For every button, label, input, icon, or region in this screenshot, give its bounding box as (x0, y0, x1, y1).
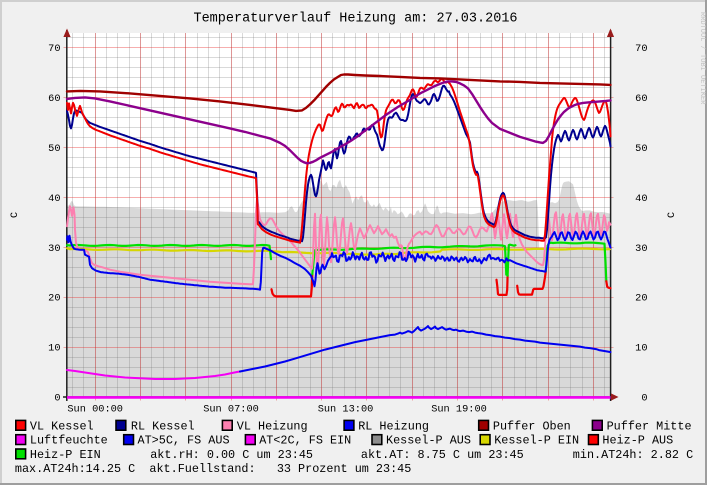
svg-text:10: 10 (48, 343, 60, 355)
svg-text:0: 0 (641, 393, 647, 405)
svg-text:min.AT24h: 2.82 C: min.AT24h: 2.82 C (573, 448, 693, 462)
svg-text:30: 30 (635, 243, 647, 255)
svg-text:10: 10 (635, 343, 647, 355)
svg-text:70: 70 (48, 43, 60, 55)
svg-text:Luftfeuchte: Luftfeuchte (30, 434, 108, 448)
svg-text:40: 40 (48, 193, 60, 205)
svg-text:30: 30 (48, 243, 60, 255)
svg-text:VL Kessel: VL Kessel (30, 419, 94, 433)
svg-text:akt.AT: 8.75 C um 23:45: akt.AT: 8.75 C um 23:45 (361, 448, 524, 462)
svg-text:20: 20 (48, 293, 60, 305)
svg-text:Heiz-P EIN: Heiz-P EIN (30, 448, 101, 462)
svg-text:Temperaturverlauf Heizung am:: Temperaturverlauf Heizung am: 27.03.2016 (193, 12, 517, 27)
svg-text:RL Heizung: RL Heizung (358, 419, 429, 433)
svg-text:20: 20 (635, 293, 647, 305)
svg-text:Heiz-P AUS: Heiz-P AUS (602, 434, 673, 448)
svg-text:Sun 07:00: Sun 07:00 (203, 403, 259, 415)
svg-text:Sun 19:00: Sun 19:00 (431, 403, 487, 415)
svg-text:RL Kessel: RL Kessel (131, 419, 195, 433)
svg-text:AT>5C, FS AUS: AT>5C, FS AUS (138, 434, 230, 448)
svg-text:Sun 00:00: Sun 00:00 (67, 403, 123, 415)
svg-text:70: 70 (635, 43, 647, 55)
svg-text:Kessel-P EIN: Kessel-P EIN (494, 434, 579, 448)
svg-text:60: 60 (635, 93, 647, 105)
svg-text:50: 50 (48, 143, 60, 155)
svg-text:VL Heizung: VL Heizung (237, 419, 308, 433)
svg-text:50: 50 (635, 143, 647, 155)
svg-text:Kessel-P AUS: Kessel-P AUS (386, 434, 471, 448)
svg-text:C: C (10, 212, 21, 218)
svg-text:60: 60 (48, 93, 60, 105)
svg-text:RRDTOOL / TOBI OETIKER: RRDTOOL / TOBI OETIKER (698, 12, 706, 105)
svg-text:Puffer Mitte: Puffer Mitte (607, 419, 692, 433)
svg-text:Puffer Oben: Puffer Oben (493, 419, 571, 433)
svg-text:C: C (667, 212, 678, 218)
svg-text:max.AT24h:14.25 C akt.Fuellst: max.AT24h:14.25 C akt.Fuellstand: 33 Pro… (15, 462, 411, 476)
svg-text:0: 0 (54, 393, 60, 405)
svg-text:Sun 13:00: Sun 13:00 (318, 403, 374, 415)
svg-text:40: 40 (635, 193, 647, 205)
svg-text:akt.rH: 0.00 C um 23:45: akt.rH: 0.00 C um 23:45 (150, 448, 313, 462)
svg-text:AT<2C, FS EIN: AT<2C, FS EIN (259, 434, 351, 448)
